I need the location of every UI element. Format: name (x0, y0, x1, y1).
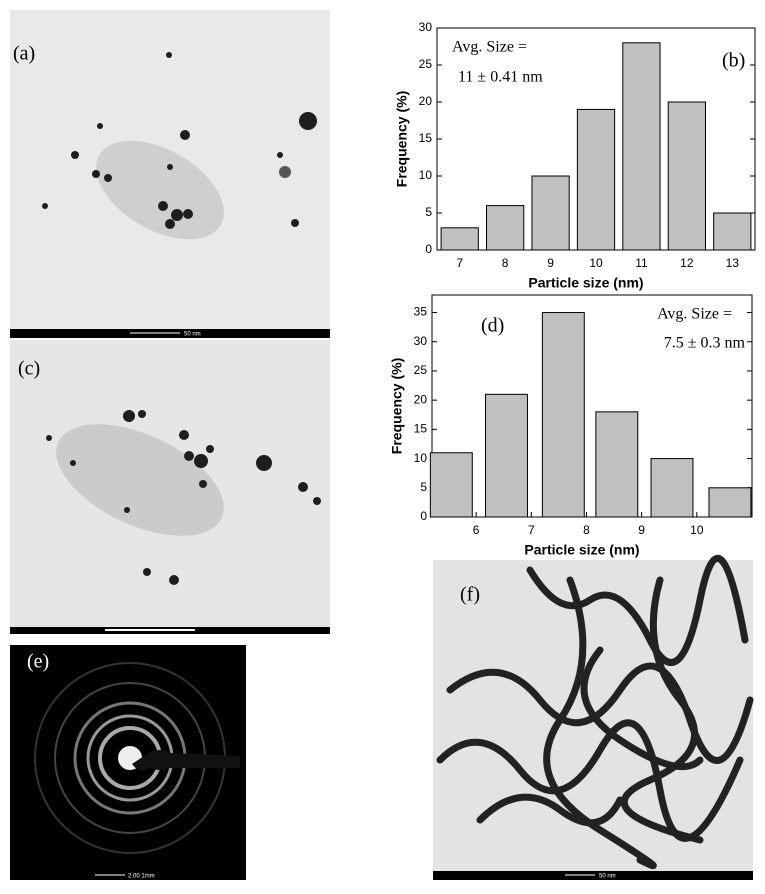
bar (650, 458, 694, 518)
panel-label: (a) (13, 43, 35, 65)
y-tick-label: 5 (425, 205, 432, 219)
y-tick-label: 5 (420, 480, 427, 494)
x-tick-label: 6 (473, 523, 480, 537)
x-tick-label: 12 (680, 256, 694, 270)
y-tick-label: 15 (414, 422, 428, 436)
annotation: Avg. Size = (657, 306, 732, 323)
y-tick-label: 30 (414, 334, 428, 348)
y-tick-label: 15 (419, 131, 433, 145)
scale-label: 2.00 1/nm (128, 874, 155, 880)
y-tick-label: 35 (414, 305, 428, 319)
bar (708, 487, 752, 518)
image-e: 2.00 1/nm (e) (10, 645, 246, 880)
y-tick-label: 30 (419, 20, 433, 34)
bar (429, 452, 473, 518)
y-tick-label: 20 (419, 94, 433, 108)
scale-label: 50 nm (184, 332, 201, 338)
x-tick-label: 9 (638, 523, 645, 537)
x-axis-label: Particle size (nm) (524, 542, 639, 558)
bar (622, 42, 661, 251)
bar (440, 227, 479, 251)
plot-frame (431, 294, 753, 518)
scale-label: 50 nm (599, 874, 616, 880)
y-tick-label: 0 (425, 242, 432, 256)
x-tick-label: 11 (635, 256, 648, 270)
x-tick-label: 8 (502, 256, 509, 270)
x-tick-label: 9 (547, 256, 554, 270)
bar (576, 108, 616, 251)
panel-label: (e) (27, 651, 49, 673)
y-tick-label: 0 (420, 509, 427, 523)
y-tick-label: 25 (414, 363, 428, 377)
bar (485, 393, 528, 518)
x-tick-label: 7 (528, 523, 535, 537)
bar (713, 212, 752, 251)
bar (486, 205, 525, 251)
bar (541, 312, 585, 518)
image-f: 50 nm (f) (433, 554, 754, 880)
panel-label: (f) (460, 584, 480, 606)
annotation: 11 ± 0.41 nm (458, 69, 543, 86)
x-axis-label: Particle size (nm) (528, 275, 643, 291)
x-tick-label: 8 (583, 523, 590, 537)
panel-label: (d) (481, 315, 504, 337)
y-axis-label: Frequency (%) (389, 358, 405, 454)
x-tick-label: 13 (726, 256, 740, 270)
annotation: 7.5 ± 0.3 nm (664, 335, 746, 352)
bar (667, 101, 706, 251)
x-tick-label: 10 (690, 523, 704, 537)
panel-label: (c) (18, 358, 40, 380)
bar (531, 175, 570, 251)
x-tick-label: 7 (456, 256, 463, 270)
y-tick-label: 20 (414, 392, 428, 406)
y-tick-label: 10 (414, 451, 428, 465)
y-tick-label: 10 (419, 168, 433, 182)
annotation: Avg. Size = (452, 39, 527, 56)
panel-label: (b) (722, 50, 745, 72)
bar (595, 411, 639, 518)
y-axis-label: Frequency (%) (394, 91, 410, 187)
image-c: (c) (10, 340, 330, 634)
x-tick-label: 10 (589, 256, 603, 270)
image-a: 50 nm (a) (10, 10, 330, 338)
y-tick-label: 25 (419, 57, 433, 71)
